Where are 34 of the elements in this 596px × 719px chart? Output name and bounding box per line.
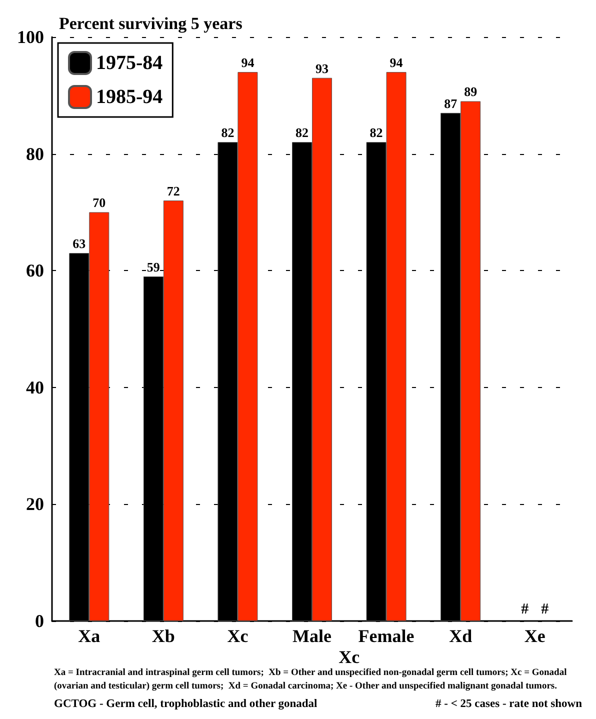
legend-label: 1985-94 [96,86,163,108]
y-tick-label: 80 [26,144,44,164]
y-tick-label: 60 [26,260,44,281]
chart-title: Percent surviving 5 years [59,14,243,33]
x-tick-label: Male [292,626,332,646]
y-tick-label: 0 [35,611,44,631]
y-tick-label: 20 [26,494,44,514]
data-label: 87 [444,96,458,111]
x-tick-label: Xc [227,626,248,646]
data-label: 94 [241,55,255,70]
data-label: 89 [464,84,478,100]
text: Xa = Intracranial and intraspinal germ cell tumors; Xb = Other and unspecified non-gonadal germ cell tumors; Xc = Gonadal (ovarian and testicular) germ cell tumors; Xd = Gonadal carcinoma; Xe - Other and unspecified malignant gonadal tumors. [54,668,570,692]
text: # [541,602,549,618]
x-tick-label: Xd [449,626,472,646]
legend-label: 1975-84 [96,52,163,74]
x-tick-label: Female [358,626,414,646]
x-tick-label: Xa [78,626,100,646]
text: # [521,602,529,618]
data-label: 93 [316,60,329,76]
data-label: 82 [370,125,383,140]
data-label: 59 [146,259,160,274]
x-tick-label: Xe [524,626,546,646]
data-label: 94 [390,55,404,70]
text: # - < 25 cases - rate not shown [436,698,583,710]
y-tick-label: 100 [17,27,44,47]
data-label: 72 [166,184,180,199]
data-label: 63 [72,236,86,252]
data-label: 70 [92,195,106,210]
x-tick-label: Xb [152,626,175,646]
text: Xc [338,647,360,667]
data-label: 82 [221,125,234,140]
text: GCTOG - Germ cell, trophoblastic and other gonadal [54,698,318,710]
y-tick-label: 40 [26,377,44,398]
data-label: 82 [296,125,308,140]
